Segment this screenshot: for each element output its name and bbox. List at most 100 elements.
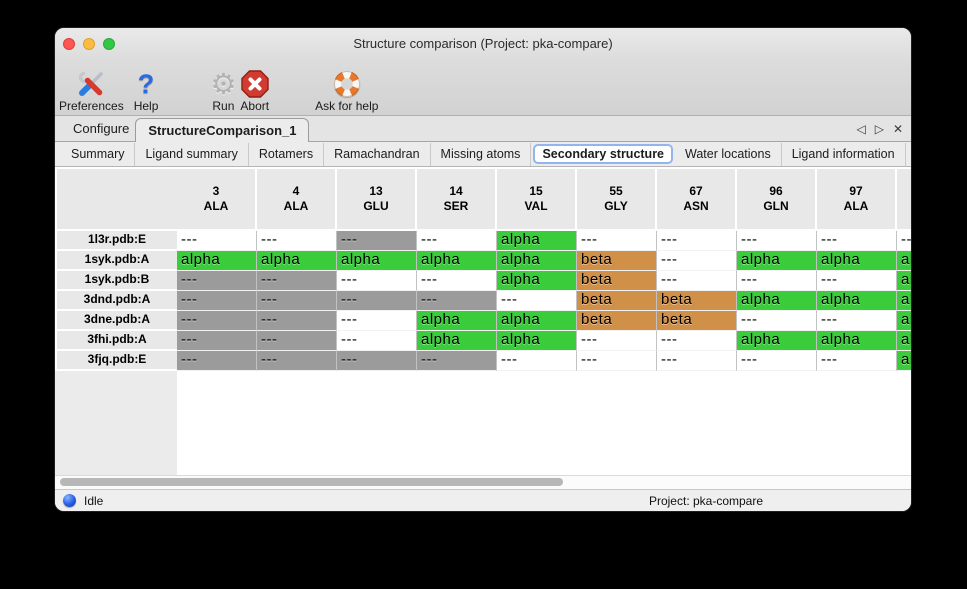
cell-blank: --- <box>177 231 257 251</box>
column-residue-number: 14 <box>449 184 463 198</box>
row-label[interactable]: 3dne.pdb:A <box>55 311 177 331</box>
column-header <box>897 167 911 231</box>
cell-blank: --- <box>817 271 897 291</box>
close-window-button[interactable] <box>63 38 75 50</box>
secondary-structure-grid: 3 ALA 4 ALA 13 GLU 14 SER 15 VAL 55 GLY 67 ASN 96 GLN 97… <box>177 167 911 475</box>
column-header: 97 ALA <box>817 167 897 231</box>
titlebar: Structure comparison (Project: pka-compa… <box>55 28 911 60</box>
toolbar-help-button[interactable]: ? Help <box>134 67 159 113</box>
cell-missing: --- <box>417 351 497 371</box>
cell-beta: beta <box>577 251 657 271</box>
row-label[interactable]: 1syk.pdb:A <box>55 251 177 271</box>
cell-blank: --- <box>737 351 817 371</box>
abort-stop-icon <box>241 67 269 100</box>
toolbar-run-button[interactable]: ⚙ Run <box>210 67 236 113</box>
column-residue-number: 97 <box>849 184 863 198</box>
cell-blank: --- <box>817 351 897 371</box>
column-header-row: 3 ALA 4 ALA 13 GLU 14 SER 15 VAL 55 GLY 67 ASN 96 GLN 97… <box>177 167 911 231</box>
cell-blank: --- <box>337 271 417 291</box>
column-residue-name: SER <box>443 199 469 213</box>
toolbar-ask-for-help-button[interactable]: Ask for help <box>315 67 378 112</box>
cell-alpha: alpha <box>177 251 257 271</box>
cell-missing: --- <box>257 271 337 291</box>
cell-missing: --- <box>257 351 337 371</box>
subtab-ligand-summary[interactable]: Ligand summary <box>135 142 249 166</box>
tab-structurecomparison-1[interactable]: StructureComparison_1 <box>135 118 310 142</box>
cell-alpha: alpha <box>417 251 497 271</box>
subtab-water-locations[interactable]: Water locations <box>675 142 782 166</box>
cell-beta: beta <box>577 271 657 291</box>
cell-missing: --- <box>257 331 337 351</box>
toolbar-label: Ask for help <box>315 99 379 113</box>
cell-missing: --- <box>177 291 257 311</box>
project-label: Project: pka-compare <box>648 493 764 508</box>
tab-configure[interactable]: Configure <box>73 121 130 136</box>
zoom-window-button[interactable] <box>103 38 115 50</box>
scrollbar-thumb[interactable] <box>60 478 563 486</box>
cell-blank: --- <box>577 231 657 251</box>
cell-blank: --- <box>897 231 911 251</box>
column-residue-name: ALA <box>203 199 229 213</box>
row-label[interactable]: 3dnd.pdb:A <box>55 291 177 311</box>
cell-blank: --- <box>337 311 417 331</box>
subtab-b-factors[interactable]: B-factors <box>906 143 911 166</box>
cell-missing: --- <box>177 351 257 371</box>
cell-alpha: alpha <box>897 351 911 371</box>
column-residue-number: 67 <box>689 184 703 198</box>
column-residue-number: 15 <box>529 184 543 198</box>
cell-blank: --- <box>497 351 577 371</box>
horizontal-scrollbar[interactable] <box>55 475 911 489</box>
tab-close-icon[interactable]: ✕ <box>892 121 903 136</box>
subtab-secondary-structure[interactable]: Secondary structure <box>533 144 674 164</box>
cell-alpha: alpha <box>897 311 911 331</box>
row-label[interactable]: 1syk.pdb:B <box>55 271 177 291</box>
cell-blank: --- <box>817 231 897 251</box>
cell-blank: --- <box>577 351 657 371</box>
cell-alpha: alpha <box>817 251 897 271</box>
tab-scroll-right-icon[interactable]: ▷ <box>874 121 884 136</box>
minimize-window-button[interactable] <box>83 38 95 50</box>
tab-scroll-controls: ◁ ▷ ✕ <box>856 116 903 141</box>
cell-blank: --- <box>257 231 337 251</box>
subtab-rotamers[interactable]: Rotamers <box>249 142 325 166</box>
cell-alpha: alpha <box>897 291 911 311</box>
status-bar: Idle Project: pka-compare <box>55 489 911 511</box>
cell-missing: --- <box>257 291 337 311</box>
row-label[interactable]: 3fhi.pdb:A <box>55 331 177 351</box>
subtab-ligand-information[interactable]: Ligand information <box>782 142 906 166</box>
row-label[interactable]: 3fjq.pdb:E <box>55 351 177 371</box>
cell-alpha: alpha <box>817 331 897 351</box>
subtab-ramachandran[interactable]: Ramachandran <box>324 142 431 166</box>
column-header: 96 GLN <box>737 167 817 231</box>
cell-alpha: alpha <box>817 291 897 311</box>
cell-blank: --- <box>337 331 417 351</box>
column-residue-name: GLU <box>363 199 389 213</box>
tab-scroll-left-icon[interactable]: ◁ <box>856 121 866 136</box>
cell-alpha: alpha <box>897 271 911 291</box>
toolbar-abort-button[interactable]: Abort <box>240 67 269 112</box>
toolbar-preferences-button[interactable]: Preferences <box>59 67 124 112</box>
subtab-summary[interactable]: Summary <box>61 142 136 166</box>
cell-blank: --- <box>577 331 657 351</box>
cell-beta: beta <box>657 311 737 331</box>
column-header: 3 ALA <box>177 167 257 231</box>
cell-alpha: alpha <box>497 251 577 271</box>
row-label[interactable]: 1l3r.pdb:E <box>55 231 177 251</box>
column-residue-number: 13 <box>369 184 383 198</box>
cell-blank: --- <box>657 271 737 291</box>
column-header: 14 SER <box>417 167 497 231</box>
column-residue-number: 4 <box>292 184 300 198</box>
sub-tab-bar: Summary Ligand summary Rotamers Ramachandra… <box>55 142 911 167</box>
column-header: 55 GLY <box>577 167 657 231</box>
subtab-missing-atoms[interactable]: Missing atoms <box>431 142 532 166</box>
cell-alpha: alpha <box>897 331 911 351</box>
cell-blank: --- <box>657 231 737 251</box>
status-indicator-icon <box>63 494 76 507</box>
cell-blank: --- <box>657 331 737 351</box>
cell-alpha: alpha <box>497 271 577 291</box>
window-title: Structure comparison (Project: pka-compa… <box>353 36 613 51</box>
cell-missing: --- <box>337 351 417 371</box>
cell-blank: --- <box>417 271 497 291</box>
